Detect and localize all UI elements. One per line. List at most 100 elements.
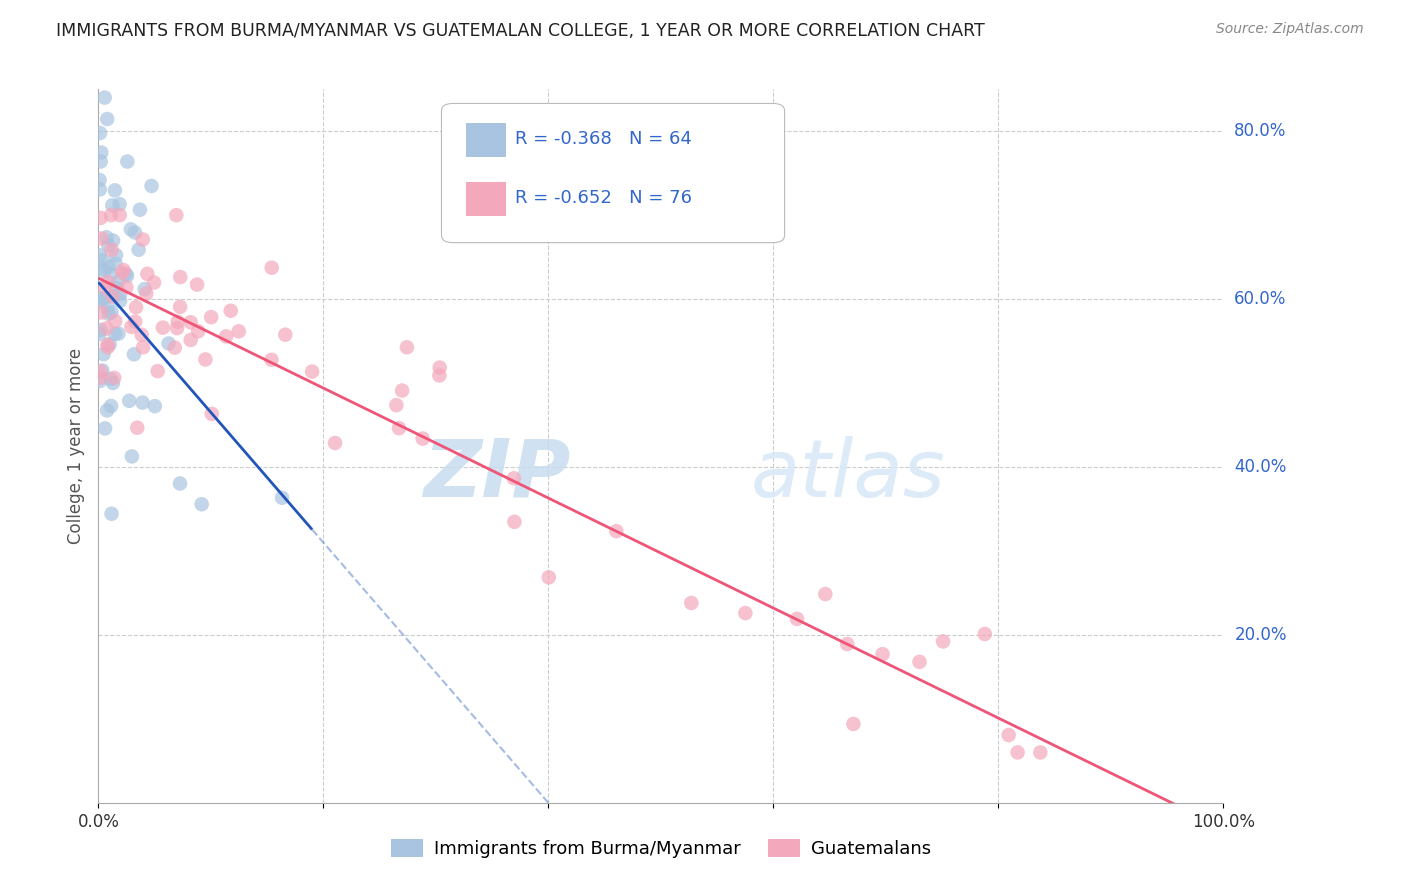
Point	[108, 197, 131, 211]
Point	[842, 717, 865, 731]
Point	[127, 421, 149, 435]
Point	[128, 202, 150, 217]
Point	[166, 315, 188, 329]
Point	[136, 267, 159, 281]
Point	[93, 347, 115, 361]
Point	[429, 360, 451, 375]
Point	[186, 277, 208, 292]
Point	[101, 234, 124, 248]
Point	[385, 398, 408, 412]
Point	[141, 178, 163, 193]
Point	[187, 324, 209, 338]
Point	[228, 324, 250, 338]
Point	[89, 173, 111, 187]
Point	[89, 182, 111, 196]
Point	[96, 337, 118, 351]
Point	[89, 248, 111, 262]
Point	[131, 395, 153, 409]
Point	[104, 257, 127, 271]
Text: atlas: atlas	[751, 435, 946, 514]
Point	[194, 352, 217, 367]
Point	[135, 286, 157, 301]
Point	[100, 399, 122, 413]
FancyBboxPatch shape	[441, 103, 785, 243]
Point	[100, 267, 122, 281]
Point	[169, 476, 191, 491]
Point	[107, 326, 129, 341]
Point	[90, 145, 112, 160]
Point	[90, 154, 112, 169]
Point	[169, 270, 191, 285]
Point	[90, 323, 112, 337]
Text: R = -0.368   N = 64: R = -0.368 N = 64	[515, 130, 692, 148]
Point	[260, 352, 283, 367]
Point	[101, 289, 124, 303]
Point	[94, 281, 117, 295]
Point	[146, 364, 169, 378]
Point	[122, 347, 145, 361]
Point	[215, 329, 238, 343]
Point	[412, 432, 434, 446]
Point	[908, 655, 931, 669]
Point	[105, 281, 128, 295]
Text: Source: ZipAtlas.com: Source: ZipAtlas.com	[1216, 22, 1364, 37]
Point	[93, 264, 115, 278]
Text: IMMIGRANTS FROM BURMA/MYANMAR VS GUATEMALAN COLLEGE, 1 YEAR OR MORE CORRELATION : IMMIGRANTS FROM BURMA/MYANMAR VS GUATEMA…	[56, 22, 986, 40]
Point	[100, 305, 122, 319]
Point	[200, 310, 222, 324]
Point	[90, 231, 112, 245]
Point	[90, 305, 112, 319]
Point	[117, 154, 139, 169]
Point	[166, 321, 188, 335]
Point	[91, 363, 114, 377]
Point	[973, 627, 995, 641]
Point	[90, 261, 112, 276]
Point	[157, 336, 180, 351]
Point	[121, 450, 143, 464]
Point	[837, 637, 859, 651]
Point	[143, 276, 166, 290]
Point	[101, 376, 124, 390]
Point	[260, 260, 283, 275]
Point	[104, 183, 127, 197]
Point	[97, 307, 120, 321]
Point	[115, 280, 138, 294]
Point	[89, 326, 111, 341]
Point	[118, 393, 141, 408]
Point	[391, 384, 413, 398]
Point	[108, 293, 131, 308]
Point	[605, 524, 627, 538]
Point	[115, 267, 138, 281]
Point	[128, 243, 150, 257]
Point	[169, 300, 191, 314]
Point	[97, 238, 120, 252]
Point	[219, 303, 242, 318]
Point	[100, 372, 122, 386]
Point	[91, 253, 114, 268]
Point	[98, 337, 121, 351]
Point	[104, 314, 127, 328]
Point	[323, 436, 346, 450]
Text: 80.0%: 80.0%	[1234, 122, 1286, 140]
Bar	[467, 123, 506, 157]
Point	[108, 208, 131, 222]
Point	[89, 292, 111, 306]
Point	[115, 268, 138, 283]
Point	[427, 368, 450, 383]
Point	[90, 211, 112, 225]
Point	[90, 294, 112, 309]
Point	[90, 371, 112, 385]
Point	[100, 208, 122, 222]
Point	[503, 471, 526, 485]
Point	[503, 515, 526, 529]
Point	[1029, 746, 1052, 760]
Point	[132, 232, 155, 246]
Point	[121, 319, 143, 334]
Point	[132, 340, 155, 354]
Point	[89, 374, 111, 388]
Point	[105, 248, 128, 262]
Point	[163, 341, 186, 355]
Point	[681, 596, 703, 610]
Point	[124, 315, 146, 329]
Point	[165, 208, 187, 222]
